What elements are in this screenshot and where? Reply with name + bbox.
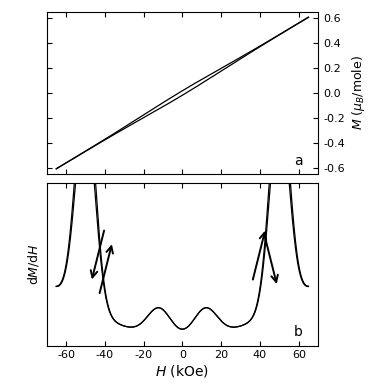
Text: b: b [294, 325, 303, 339]
Y-axis label: d$M$/d$H$: d$M$/d$H$ [26, 243, 41, 285]
X-axis label: $H$ (kOe): $H$ (kOe) [155, 363, 210, 379]
Y-axis label: $M$ ($\mu_B$/mole): $M$ ($\mu_B$/mole) [350, 56, 367, 131]
Text: a: a [294, 154, 302, 168]
